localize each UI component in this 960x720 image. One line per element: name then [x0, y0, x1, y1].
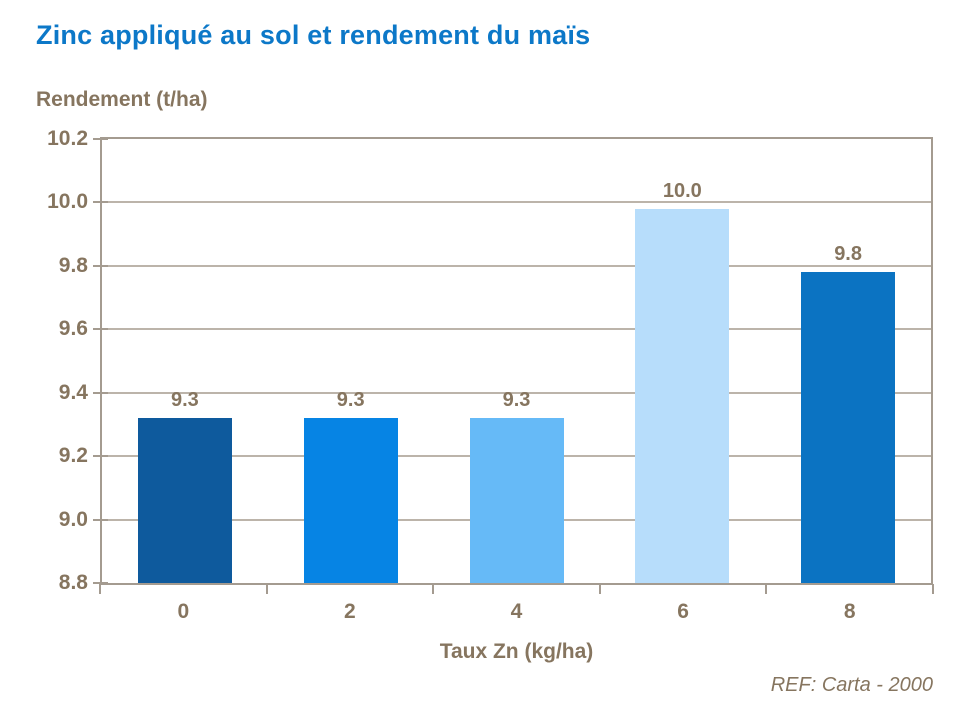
x-tick-mark: [265, 584, 268, 594]
y-tick-mark: [93, 455, 108, 458]
y-tick-mark: [93, 138, 108, 140]
reference-note: REF: Carta - 2000: [770, 674, 933, 696]
y-axis-title: Rendement (t/ha): [36, 88, 208, 111]
x-tick-mark: [765, 584, 768, 594]
y-tick-label: 9.2: [58, 444, 88, 468]
plot-area: 9.3 9.3 9.3 10.0 9.8: [100, 137, 933, 585]
x-axis-title: Taux Zn (kg/ha): [439, 640, 594, 663]
gridline: [102, 264, 931, 267]
x-tick-mark: [99, 584, 101, 594]
y-tick-label: 10.2: [47, 127, 88, 150]
x-tick-mark: [932, 584, 934, 594]
bar-value-label: 10.0: [662, 179, 702, 202]
x-tick-label: 6: [677, 600, 689, 623]
bar-value-label: 9.8: [834, 243, 862, 266]
y-tick-mark: [93, 328, 108, 331]
bar: [469, 418, 564, 583]
bar-value-label: 9.3: [336, 389, 365, 412]
gridline: [102, 328, 931, 331]
y-tick-label: 9.4: [58, 380, 88, 404]
x-tick-mark: [432, 584, 435, 594]
bar: [801, 272, 896, 583]
x-tick-mark: [598, 584, 601, 594]
bar: [635, 208, 730, 583]
gridline: [102, 391, 931, 394]
y-tick-label: 9.8: [58, 253, 88, 277]
y-tick-label: 9.6: [58, 317, 88, 341]
y-tick-mark: [93, 518, 108, 521]
gridline: [102, 201, 931, 204]
chart-title: Zinc appliqué au sol et rendement du maï…: [36, 20, 591, 50]
bar-value-label: 9.3: [170, 389, 199, 412]
y-tick-label: 10.0: [47, 190, 88, 214]
y-tick-mark: [93, 264, 108, 267]
y-tick-mark: [93, 582, 108, 584]
x-tick-label: 4: [510, 600, 523, 623]
x-tick-label: 8: [843, 600, 856, 623]
bar-value-label: 9.3: [502, 389, 531, 412]
y-tick-label: 9.0: [58, 507, 88, 531]
x-tick-label: 0: [177, 600, 190, 623]
bar: [303, 418, 398, 583]
x-tick-label: 2: [344, 600, 356, 623]
bar: [137, 418, 232, 583]
y-tick-label: 8.8: [58, 571, 88, 594]
y-tick-mark: [93, 391, 108, 394]
y-tick-mark: [93, 201, 108, 204]
